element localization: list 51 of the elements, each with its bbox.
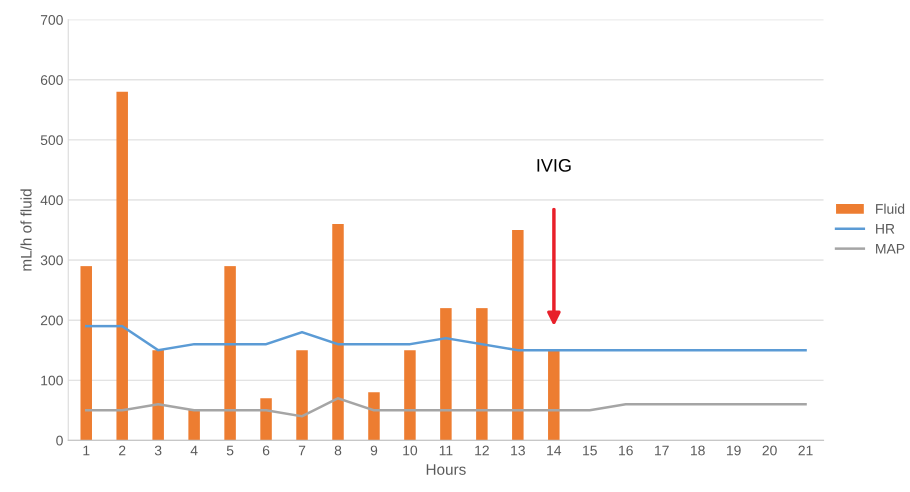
legend-label: MAP [876, 244, 904, 254]
annotation: IVIG [538, 158, 571, 172]
x-tick-label: 19 [726, 446, 741, 456]
bar [296, 350, 308, 440]
x-tick-label: 8 [334, 446, 342, 456]
x-tick-label: 18 [691, 446, 705, 456]
x-tick-label: 20 [762, 446, 777, 456]
x-tick-label: 15 [583, 446, 597, 456]
y-tick-label: 300 [40, 255, 63, 266]
x-tick-label: 7 [298, 446, 306, 456]
y-tick-label: 0 [56, 436, 63, 446]
x-tick-label: 12 [475, 446, 489, 456]
bar [476, 308, 488, 440]
y-tick-label: 700 [40, 15, 63, 25]
x-tick-label: 1 [83, 446, 90, 456]
y-tick-label: 100 [41, 376, 63, 386]
bar [404, 350, 416, 440]
x-tick-label: 4 [190, 446, 198, 456]
bar [188, 410, 200, 440]
line-series [84, 397, 807, 418]
bar [80, 266, 92, 440]
x-tick-label: 14 [547, 446, 562, 456]
x-tick-label: 5 [226, 446, 234, 456]
bar [368, 392, 380, 440]
bar [116, 92, 128, 440]
x-tick-label: 2 [119, 446, 126, 456]
y-tick-label: 200 [40, 315, 63, 326]
x-tick-label: 3 [154, 446, 162, 456]
x-tick-label: 13 [511, 446, 525, 456]
bar [332, 224, 344, 440]
line-series [84, 324, 807, 352]
y-tick-label: 600 [40, 75, 63, 85]
y-tick-label: 500 [40, 135, 63, 146]
bar [152, 350, 164, 440]
bar [512, 230, 524, 440]
x-tick-label: 21 [798, 446, 813, 456]
bar [548, 350, 560, 440]
x-tick-label: 17 [655, 446, 669, 456]
bar [260, 398, 272, 440]
x-tick-label: 10 [403, 446, 418, 456]
legend-label: HR [876, 224, 894, 234]
y-tick-label: 400 [40, 195, 63, 206]
x-axis-title: Hours [426, 464, 466, 475]
x-tick-label: 9 [370, 446, 378, 456]
x-tick-label: 16 [619, 446, 633, 456]
bar [224, 266, 236, 440]
y-axis-title: mL/h of fluid [20, 189, 32, 271]
legend-label: Fluid [876, 204, 904, 214]
bar [440, 308, 452, 440]
x-tick-label: 11 [440, 446, 452, 456]
x-tick-label: 6 [262, 446, 270, 456]
